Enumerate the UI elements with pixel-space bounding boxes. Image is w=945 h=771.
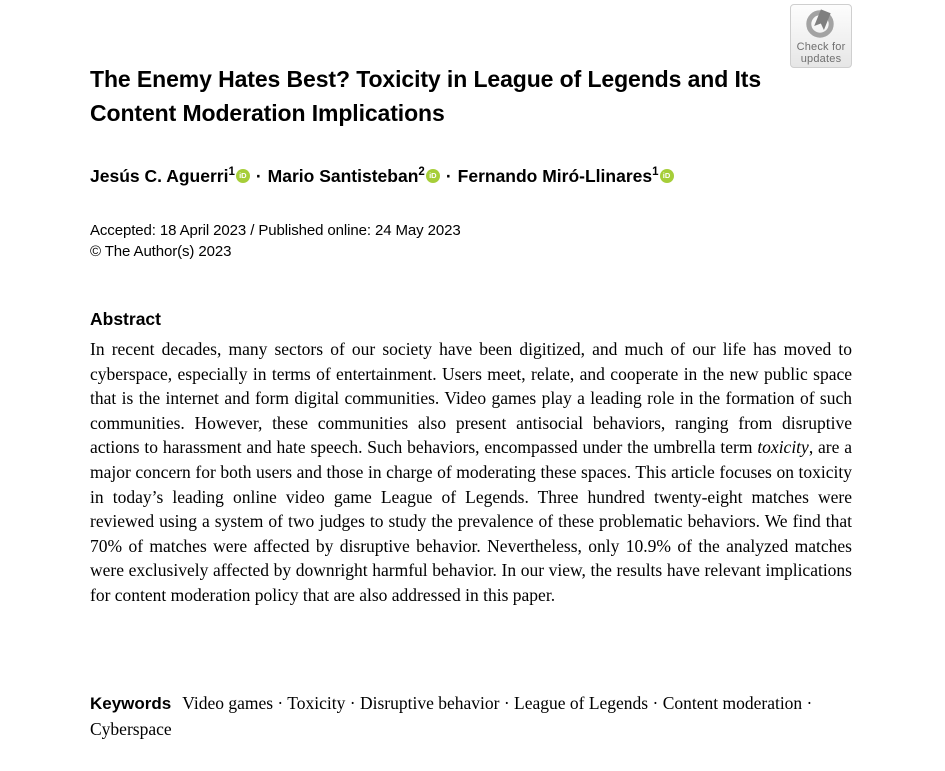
- page-title: The Enemy Hates Best? Toxicity in League…: [90, 66, 762, 126]
- accepted-published-line: Accepted: 18 April 2023 / Published onli…: [90, 222, 461, 239]
- authors-line: Jesús C. Aguerri1 iD · Mario Santisteban2 iD…: [90, 160, 852, 188]
- keywords-line: Keywords Video games · Toxicity · Disrupt…: [90, 691, 852, 742]
- author-separator: ·: [445, 165, 452, 186]
- author-affiliation-mark: 2: [418, 166, 425, 178]
- publication-dates: Accepted: 18 April 2023 / Published onli…: [90, 221, 852, 262]
- orcid-icon[interactable]: iD: [659, 168, 674, 183]
- keywords-text: Video games · Toxicity · Disruptive beha…: [90, 693, 813, 739]
- abstract-part1: In recent decades, many sectors of our s…: [90, 339, 852, 458]
- keywords-label: Keywords: [90, 694, 172, 713]
- author-name: Mario Santisteban: [267, 165, 419, 186]
- check-for-updates-badge[interactable]: Check for updates: [790, 4, 852, 68]
- badge-text-line2: updates: [800, 53, 842, 65]
- author-separator: ·: [255, 165, 262, 186]
- crossmark-logo-icon: [791, 7, 851, 41]
- author-affiliation-mark: 1: [228, 166, 235, 178]
- abstract-part2: , are a major concern for both users and…: [90, 437, 852, 605]
- author-affiliation-mark: 1: [652, 166, 659, 178]
- abstract-text: In recent decades, many sectors of our s…: [90, 337, 852, 608]
- abstract-heading: Abstract: [90, 309, 161, 329]
- copyright-line: © The Author(s) 2023: [90, 242, 232, 260]
- abstract-italic-term: toxicity: [757, 437, 809, 458]
- badge-text-line1: Check for: [796, 41, 846, 53]
- author-name: Fernando Miró-Llinares: [457, 165, 653, 186]
- author-name: Jesús C. Aguerri: [90, 165, 229, 186]
- orcid-icon[interactable]: iD: [235, 168, 250, 183]
- orcid-icon[interactable]: iD: [425, 168, 440, 183]
